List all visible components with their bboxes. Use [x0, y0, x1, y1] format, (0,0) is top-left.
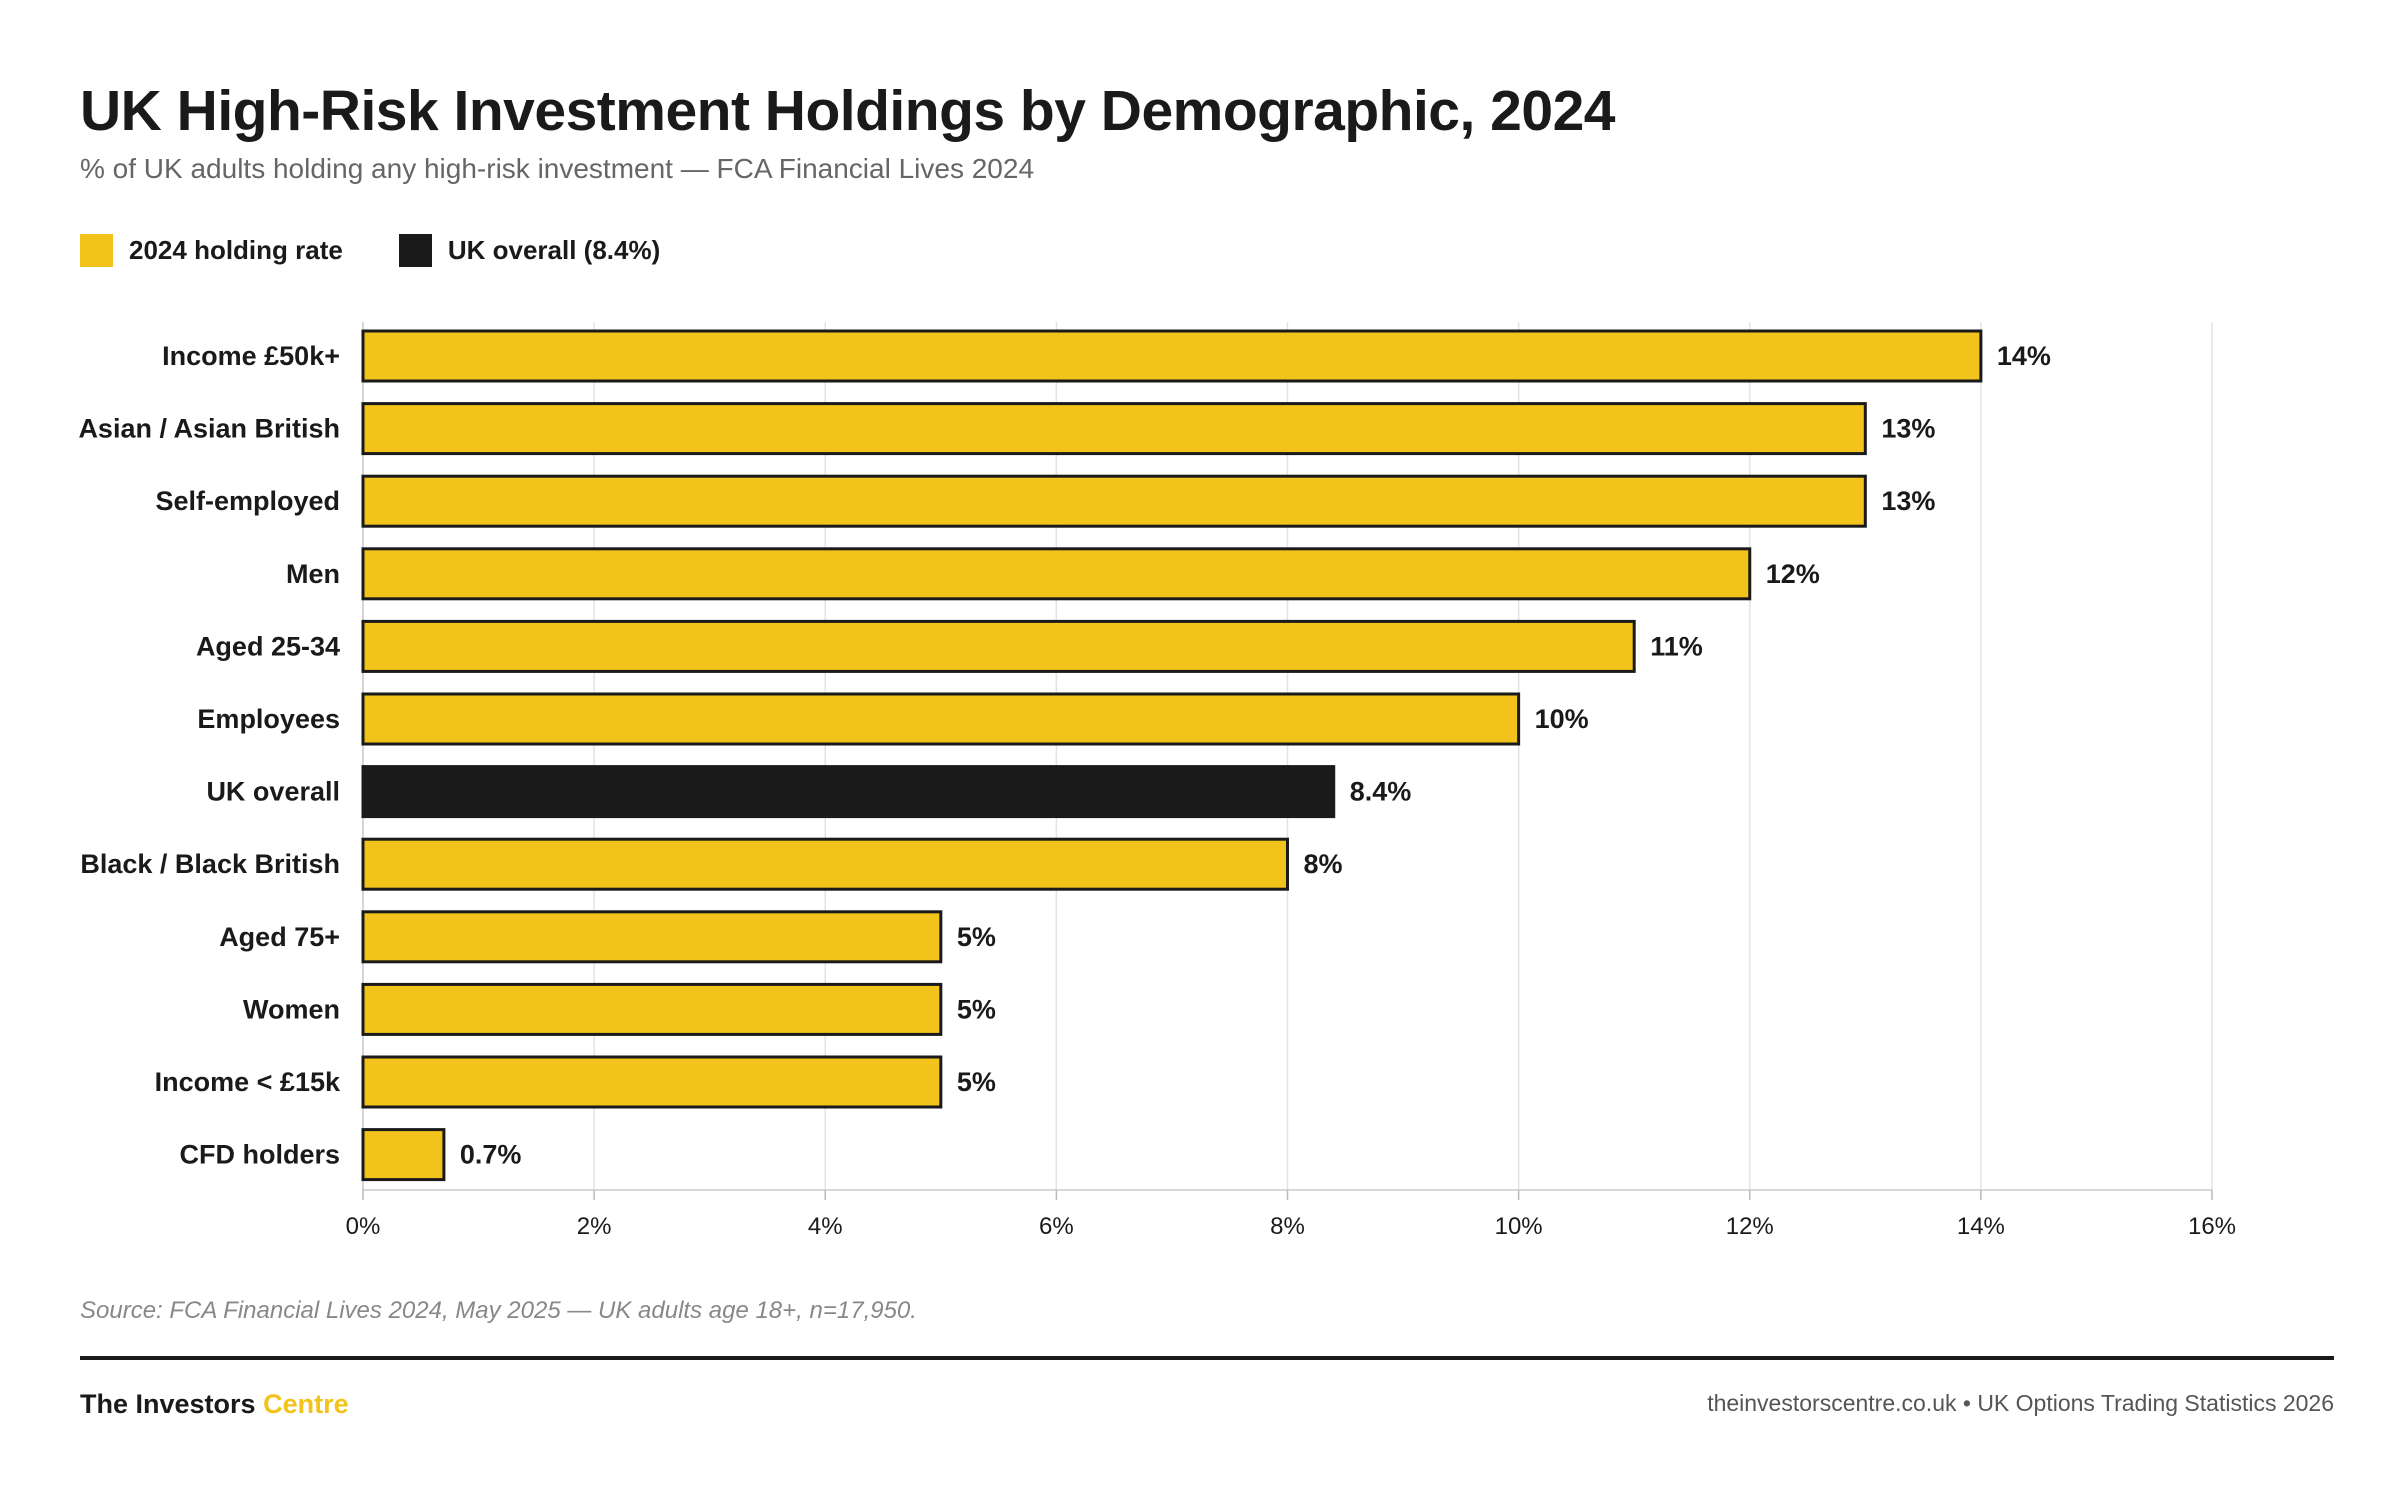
bar-chart: Income £50k+ Asian / Asian British Self-em… [78, 322, 2236, 1240]
x-tick-label: 14% [1957, 1213, 2005, 1240]
value-label-aged-75: 5% [957, 922, 996, 952]
bar-self-employed [361, 474, 1867, 528]
category-label-aged-75: Aged 75+ [219, 922, 340, 952]
value-label-aged-25-34: 11% [1650, 631, 1703, 661]
x-tick-label: 12% [1726, 1213, 1774, 1240]
bar-uk-overall [361, 765, 1336, 819]
bar-employees [361, 692, 1521, 746]
legend: 2024 holding rate UK overall (8.4%) [80, 233, 716, 267]
value-label-cfd-holders: 0.7% [460, 1140, 522, 1170]
bar-women [361, 982, 943, 1036]
bar-aged-75 [361, 910, 943, 964]
footer-divider [80, 1356, 2334, 1360]
category-label-women: Women [243, 994, 340, 1024]
legend-label-uk-overall: UK overall (8.4%) [447, 234, 661, 265]
bar-aged-25-34 [361, 619, 1636, 673]
category-label-black-black-british: Black / Black British [80, 849, 340, 879]
category-label-self-employed: Self-employed [155, 486, 340, 516]
category-label-men: Men [286, 559, 340, 589]
category-label-asian-asian-british: Asian / Asian British [78, 414, 340, 444]
x-tick-label: 4% [808, 1213, 843, 1240]
bar-men [361, 547, 1752, 601]
value-label-employees: 10% [1535, 704, 1589, 734]
chart-subtitle: % of UK adults holding any high-risk inv… [80, 153, 1035, 184]
source-note: Source: FCA Financial Lives 2024, May 20… [80, 1297, 917, 1324]
category-label-aged-25-34: Aged 25-34 [196, 631, 340, 661]
legend-item-holding-rate: 2024 holding rate [80, 233, 343, 267]
brand-name: The Investors [80, 1389, 256, 1419]
category-label-employees: Employees [197, 704, 340, 734]
x-tick-label: 16% [2188, 1213, 2236, 1240]
value-label-asian-asian-british: 13% [1881, 414, 1935, 444]
brand-logo: The Investors Centre [80, 1389, 349, 1420]
value-label-income-15k: 5% [957, 1067, 996, 1097]
legend-swatch-holding-rate [80, 233, 113, 267]
category-labels: Income £50k+ Asian / Asian British Self-em… [78, 341, 341, 1170]
value-label-uk-overall: 8.4% [1350, 777, 1412, 807]
grid-lines [362, 322, 2213, 1191]
x-tick-label: 0% [346, 1213, 381, 1240]
value-label-women: 5% [957, 994, 996, 1024]
value-label-self-employed: 13% [1881, 486, 1935, 516]
bar-income-50k [361, 329, 1983, 383]
category-label-cfd-holders: CFD holders [179, 1140, 340, 1170]
bar-cfd-holders [361, 1128, 446, 1182]
value-labels: 14% 13% 13% 12% 11% 10% 8.4% 8% 5% 5% 5% 0.7% [460, 341, 2051, 1170]
x-tick-label: 6% [1039, 1213, 1074, 1240]
legend-label-holding-rate: 2024 holding rate [129, 234, 343, 265]
value-label-black-black-british: 8% [1304, 849, 1343, 879]
x-tick-label: 10% [1495, 1213, 1543, 1240]
x-tick-label: 8% [1270, 1213, 1305, 1240]
legend-item-uk-overall: UK overall (8.4%) [398, 233, 661, 267]
chart-title: UK High-Risk Investment Holdings by Demo… [80, 79, 1616, 143]
bar-income-15k [361, 1055, 943, 1109]
value-label-men: 12% [1766, 559, 1820, 589]
bar-asian-asian-british [361, 402, 1867, 456]
footer-credit: theinvestorscentre.co.uk • UK Options Tr… [1707, 1390, 2334, 1416]
x-axis-ticks: 0% 2% 4% 6% 8% 10% 12% 14% 16% [346, 1190, 2236, 1240]
category-label-income-50k: Income £50k+ [162, 341, 340, 371]
value-label-income-50k: 14% [1997, 341, 2051, 371]
category-label-uk-overall: UK overall [206, 777, 340, 807]
brand-accent: Centre [263, 1389, 349, 1419]
x-tick-label: 2% [577, 1213, 612, 1240]
bar-black-black-british [361, 837, 1289, 891]
legend-swatch-uk-overall [398, 233, 432, 267]
bars [361, 329, 1983, 1182]
category-label-income-15k: Income < £15k [155, 1067, 341, 1097]
